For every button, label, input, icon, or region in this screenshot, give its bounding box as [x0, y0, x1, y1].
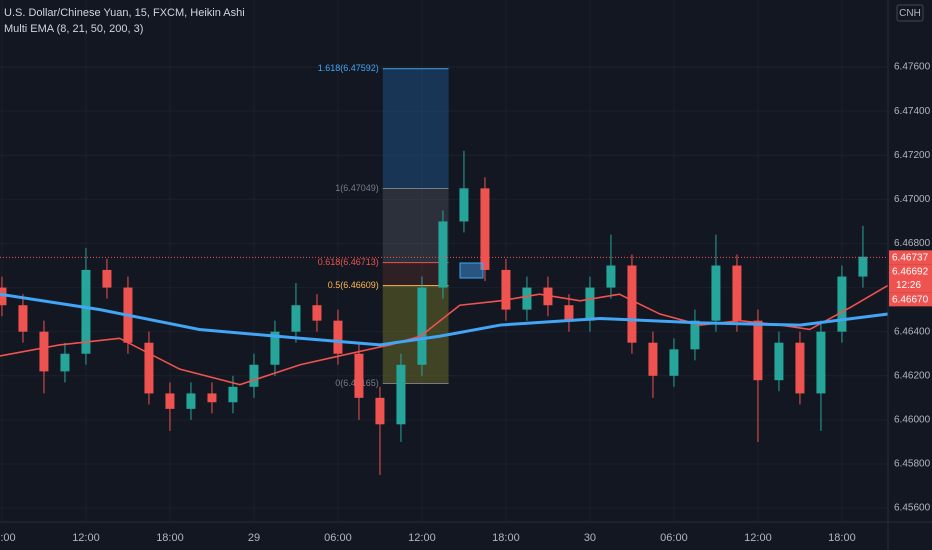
- axes: 6.45600 6.45800 6.46000 6.46200 6.46400 6.466…: [0, 62, 932, 544]
- x-tick-label: 18:00: [156, 532, 184, 544]
- x-tick-label: :00: [0, 532, 15, 544]
- candle-body: [858, 256, 868, 277]
- candle-body: [795, 342, 805, 394]
- candle-body: [522, 287, 532, 310]
- candle-body: [249, 364, 259, 387]
- x-tick-label: 06:00: [324, 532, 352, 544]
- grid: [0, 0, 888, 522]
- candle-body: [18, 305, 28, 332]
- candle-body: [690, 320, 700, 350]
- candle-body: [354, 353, 364, 398]
- hover-marker: [459, 262, 484, 279]
- candle-body: [543, 287, 553, 306]
- candle-body: [396, 364, 406, 425]
- candles: [0, 150, 868, 476]
- candle-body: [144, 342, 154, 394]
- x-tick-label: 29: [248, 532, 260, 544]
- candle-body: [585, 287, 595, 321]
- y-tick-label: 6.47600: [894, 62, 931, 73]
- candle-body: [459, 188, 469, 222]
- candle-body: [501, 269, 511, 310]
- candle-body: [711, 265, 721, 321]
- candle-body: [816, 331, 826, 394]
- y-tick-label: 6.46800: [894, 238, 931, 249]
- candle-body: [375, 397, 385, 425]
- candle-body: [312, 305, 322, 321]
- chart-title: U.S. Dollar/Chinese Yuan, 15, FXCM, Heik…: [4, 7, 245, 19]
- x-tick-label: 06:00: [660, 532, 688, 544]
- x-tick-label: 30: [584, 532, 596, 544]
- ema-lines: [0, 284, 889, 386]
- candle-body: [291, 305, 301, 332]
- candle-body: [81, 269, 91, 354]
- indicator-label: Multi EMA (8, 21, 50, 200, 3): [4, 23, 143, 35]
- fib-label: 0.618(6.46713): [318, 257, 379, 267]
- price-label-box: [889, 250, 932, 265]
- price-label: 6.46670: [892, 295, 929, 306]
- candle-body: [186, 393, 196, 409]
- y-tick-label: 6.47200: [894, 150, 931, 161]
- x-tick-label: 12:00: [408, 532, 436, 544]
- fib-zone: [382, 262, 449, 286]
- candle-body: [669, 349, 679, 376]
- candle-body: [753, 320, 763, 381]
- x-tick-label: 12:00: [744, 532, 772, 544]
- y-tick-label: 6.47400: [894, 106, 931, 117]
- currency-box[interactable]: [896, 4, 924, 22]
- y-tick-label: 6.45800: [894, 459, 931, 470]
- candle-body: [564, 305, 574, 321]
- candle-body: [165, 393, 175, 409]
- fib-label: 1.618(6.47592): [318, 63, 379, 73]
- y-tick-label: 6.46000: [894, 415, 931, 426]
- price-label: 6.46737: [892, 253, 929, 264]
- y-tick-label: 6.45600: [894, 503, 931, 514]
- candle-body: [102, 269, 112, 288]
- y-tick-label: 6.47000: [894, 194, 931, 205]
- candle-body: [0, 287, 7, 306]
- candle-body: [417, 287, 427, 365]
- fib-zone: [382, 188, 449, 263]
- y-tick-label: 6.46400: [894, 326, 931, 337]
- candle-body: [606, 265, 616, 288]
- y-tick-label: 6.46200: [894, 370, 931, 381]
- countdown: 12:26: [896, 280, 921, 291]
- candle-body: [438, 221, 448, 288]
- candle-body: [228, 386, 238, 403]
- candle-body: [270, 331, 280, 365]
- x-tick-label: 12:00: [72, 532, 100, 544]
- price-label-box: [889, 264, 932, 293]
- candle-body: [480, 188, 490, 270]
- candle-body: [207, 393, 217, 403]
- candle-body: [774, 342, 784, 381]
- fib-zone: [382, 68, 449, 189]
- price-label: 6.46692: [892, 267, 929, 278]
- candle-body: [732, 265, 742, 321]
- candle-body: [333, 320, 343, 354]
- candle-body: [837, 276, 847, 332]
- ema-line: [0, 292, 889, 347]
- fib-zone: [382, 285, 449, 384]
- currency[interactable]: CNH: [899, 8, 921, 19]
- candle-body: [60, 353, 70, 372]
- candle-body: [39, 331, 49, 372]
- x-tick-label: 18:00: [828, 532, 856, 544]
- x-tick-label: 18:00: [492, 532, 520, 544]
- candle-body: [627, 265, 637, 343]
- fib-label: 1(6.47049): [335, 183, 379, 193]
- price-label-box: [889, 292, 932, 307]
- fib-retracement: 1.618(6.47592) 1(6.47049) 0.618(6.46713) 0.…: [318, 63, 449, 388]
- candle-body: [648, 342, 658, 376]
- fib-label: 0.5(6.46609): [328, 280, 379, 290]
